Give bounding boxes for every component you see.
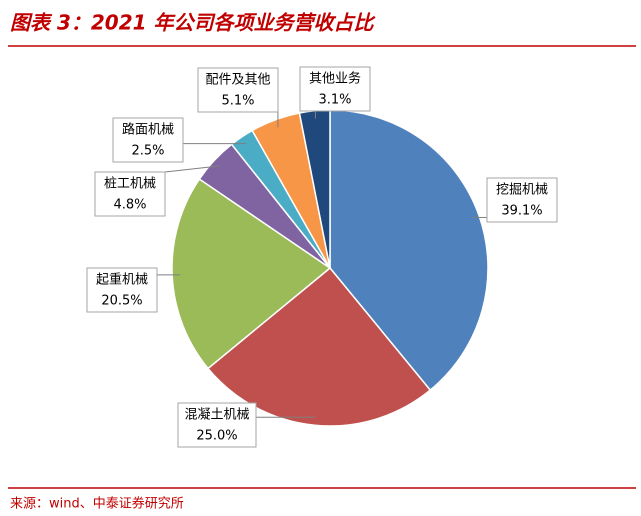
leader-line bbox=[164, 165, 221, 173]
slice-category: 桩工机械 bbox=[104, 177, 156, 192]
slice-category: 路面机械 bbox=[122, 122, 174, 138]
slice-category: 混凝土机械 bbox=[184, 407, 249, 423]
label-box bbox=[94, 171, 166, 217]
pie-slice bbox=[206, 266, 432, 427]
slice-category: 挖掘机械 bbox=[496, 183, 548, 198]
label-box bbox=[486, 177, 558, 223]
source-note: 来源：wind、中泰证券研究所 bbox=[10, 496, 184, 512]
slice-value-label: 39.1% bbox=[501, 204, 542, 219]
slice-value-label: 5.1% bbox=[221, 94, 254, 109]
label-box bbox=[112, 117, 184, 163]
slice-value-label: 2.5% bbox=[131, 144, 164, 159]
slice-value-label: 25.0% bbox=[196, 429, 237, 444]
slice-category: 其他业务 bbox=[309, 71, 361, 87]
slice-category: 配件及其他 bbox=[205, 73, 270, 88]
chart-title: 图表 3：2021 年公司各项业务营收占比 bbox=[10, 11, 377, 35]
slice-value-label: 3.1% bbox=[318, 93, 351, 108]
label-box bbox=[197, 67, 279, 113]
slice-value-label: 20.5% bbox=[101, 294, 142, 309]
label-box bbox=[86, 267, 158, 313]
label-box bbox=[299, 66, 371, 112]
slice-value-label: 4.8% bbox=[113, 198, 146, 213]
pie-slice bbox=[329, 109, 489, 392]
label-box bbox=[177, 402, 257, 448]
slice-category: 起重机械 bbox=[96, 272, 148, 288]
